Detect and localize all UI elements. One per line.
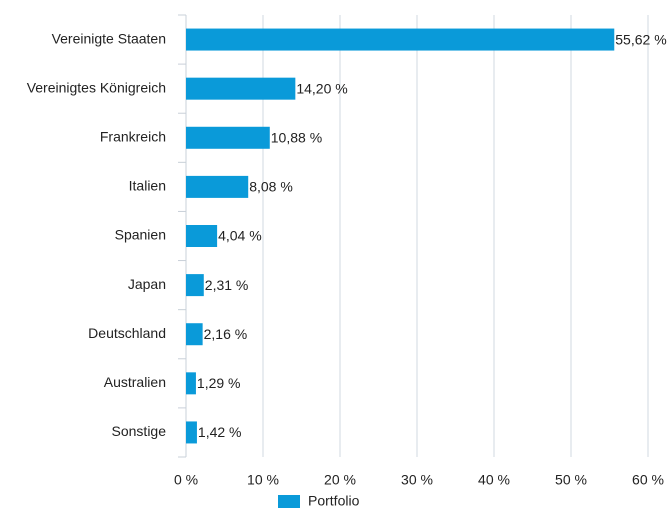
bar (186, 126, 270, 149)
bar (186, 323, 203, 346)
y-tick-label: Sonstige (112, 423, 167, 439)
value-label: 1,29 % (197, 375, 241, 391)
value-label: 2,16 % (204, 326, 248, 342)
x-tick-label: 60 % (632, 472, 664, 488)
bar (186, 421, 197, 444)
y-tick-label: Japan (128, 276, 166, 292)
bar (186, 28, 615, 51)
value-label: 2,31 % (205, 277, 249, 293)
value-label: 1,42 % (198, 424, 242, 440)
bar (186, 225, 218, 247)
y-tick-label: Spanien (115, 227, 166, 243)
bar (186, 175, 249, 198)
x-tick-label: 50 % (555, 472, 587, 488)
x-tick-label: 40 % (478, 472, 510, 488)
legend-swatch (278, 495, 300, 508)
x-tick-label: 30 % (401, 472, 433, 488)
y-tick-label: Frankreich (100, 128, 166, 144)
value-label: 10,88 % (271, 129, 322, 145)
y-tick-label: Deutschland (88, 325, 166, 341)
value-label: 14,20 % (296, 80, 347, 96)
x-tick-label: 20 % (324, 472, 356, 488)
value-label: 8,08 % (249, 179, 293, 195)
x-tick-label: 10 % (247, 472, 279, 488)
value-label: 4,04 % (218, 228, 262, 244)
bar (186, 77, 296, 100)
y-tick-label: Vereinigtes Königreich (27, 79, 166, 95)
value-label: 55,62 % (615, 31, 666, 47)
y-tick-label: Italien (129, 178, 166, 194)
bar (186, 372, 196, 395)
y-tick-label: Vereinigte Staaten (52, 30, 166, 46)
bar (186, 274, 204, 297)
y-tick-label: Australien (104, 374, 166, 390)
x-tick-label: 0 % (174, 472, 198, 488)
legend-label: Portfolio (308, 493, 360, 509)
